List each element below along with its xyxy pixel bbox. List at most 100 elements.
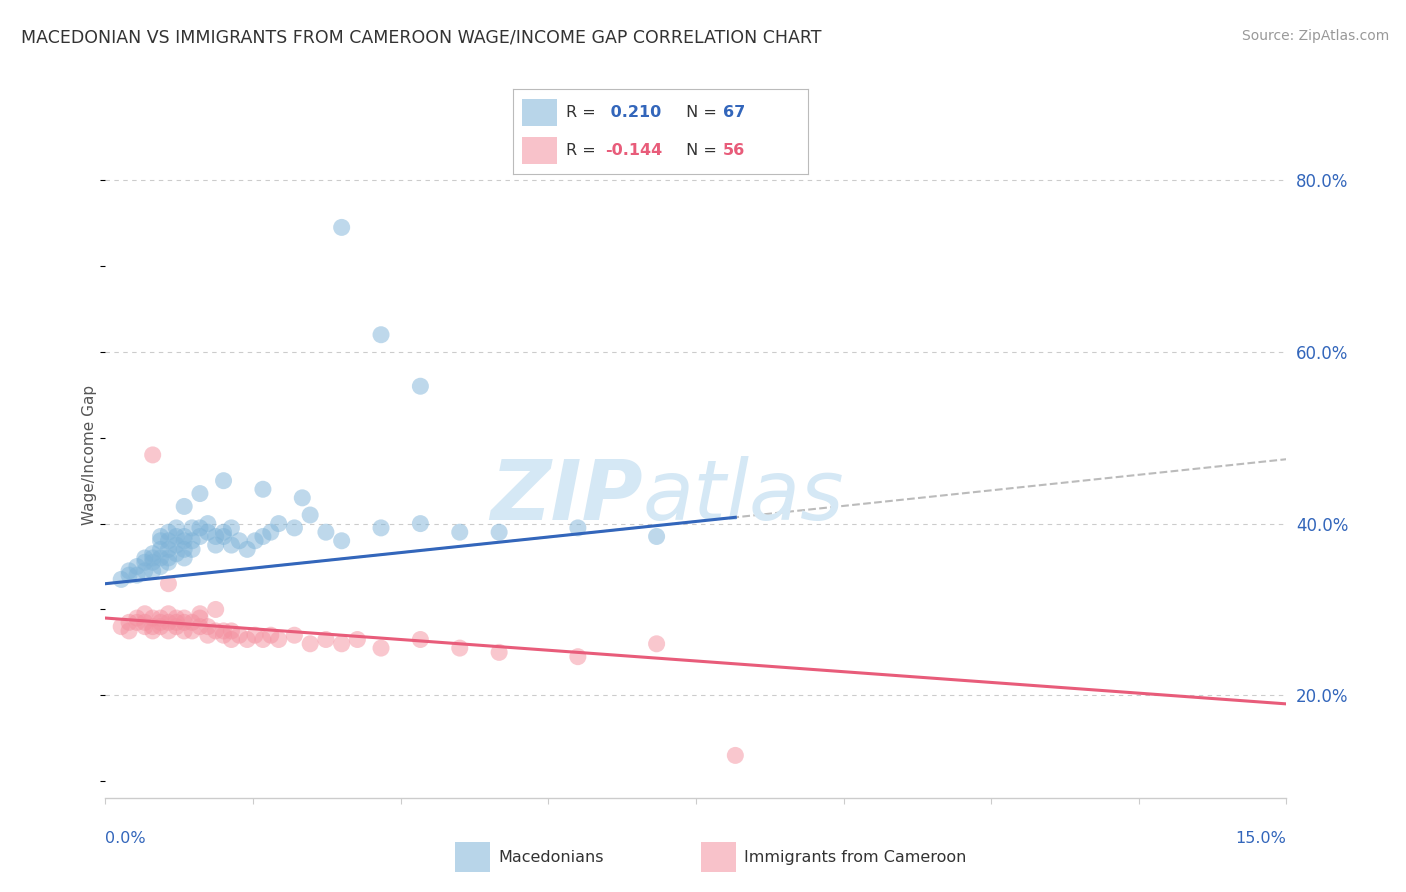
Point (197, 525, 219, 540)
Point (370, 521, 392, 535)
Point (330, 533, 353, 548)
Point (173, 533, 195, 548)
Point (149, 559, 172, 574)
Text: R =: R = (567, 104, 602, 120)
Text: -0.144: -0.144 (605, 143, 662, 158)
Point (110, 573, 132, 587)
Point (330, 220, 353, 235)
Point (110, 619, 132, 633)
Point (221, 632, 243, 647)
Text: ZIP: ZIP (491, 456, 643, 537)
Point (125, 615, 148, 630)
Point (409, 516, 432, 531)
Point (252, 632, 274, 647)
Point (204, 529, 226, 543)
Point (299, 508, 322, 522)
Point (449, 525, 471, 540)
Point (252, 529, 274, 543)
Point (134, 615, 156, 630)
Point (260, 525, 283, 540)
Point (142, 611, 165, 625)
Bar (456, 842, 491, 872)
Point (236, 542, 259, 557)
Point (134, 619, 156, 633)
Point (165, 615, 187, 630)
Y-axis label: Wage/Income Gap: Wage/Income Gap (82, 384, 97, 525)
Point (409, 379, 432, 393)
Point (188, 521, 211, 535)
Point (134, 564, 156, 578)
Point (142, 619, 165, 633)
Point (165, 619, 187, 633)
Point (188, 529, 211, 543)
Point (165, 529, 187, 543)
Bar (522, 136, 557, 164)
Point (204, 602, 226, 616)
Point (212, 624, 235, 638)
Point (188, 611, 211, 625)
Point (118, 564, 141, 578)
Point (118, 615, 141, 630)
Point (645, 637, 668, 651)
Point (157, 542, 180, 557)
Point (149, 619, 172, 633)
Point (142, 564, 165, 578)
Point (173, 529, 195, 543)
Point (165, 521, 187, 535)
Point (243, 533, 266, 548)
Point (197, 619, 219, 633)
Point (134, 607, 156, 621)
Point (228, 628, 250, 642)
Point (173, 611, 195, 625)
Point (315, 632, 337, 647)
Point (157, 576, 180, 591)
Point (157, 624, 180, 638)
Point (125, 568, 148, 582)
Point (267, 516, 290, 531)
Point (283, 628, 305, 642)
Point (165, 547, 187, 561)
Point (149, 542, 172, 557)
Point (157, 555, 180, 569)
Point (260, 628, 283, 642)
Point (567, 649, 589, 664)
Text: N =: N = (682, 143, 723, 158)
Point (346, 632, 368, 647)
Point (125, 559, 148, 574)
Point (315, 525, 337, 540)
Point (149, 533, 172, 548)
Text: MACEDONIAN VS IMMIGRANTS FROM CAMEROON WAGE/INCOME GAP CORRELATION CHART: MACEDONIAN VS IMMIGRANTS FROM CAMEROON W… (21, 29, 821, 46)
Point (149, 611, 172, 625)
Text: Macedonians: Macedonians (498, 850, 603, 864)
Point (173, 542, 195, 557)
Point (142, 550, 165, 566)
Text: 56: 56 (723, 143, 745, 158)
Point (449, 641, 471, 656)
Point (370, 641, 392, 656)
Point (212, 628, 235, 642)
Point (197, 628, 219, 642)
Point (142, 448, 165, 462)
Point (488, 525, 510, 540)
Point (125, 611, 148, 625)
Point (157, 615, 180, 630)
Point (212, 525, 235, 540)
Point (221, 624, 243, 638)
Point (252, 482, 274, 496)
Point (409, 632, 432, 647)
Point (645, 529, 668, 543)
Point (173, 550, 195, 566)
Point (370, 327, 392, 342)
Point (291, 491, 314, 505)
Point (173, 500, 195, 514)
Point (212, 474, 235, 488)
Text: N =: N = (682, 104, 723, 120)
Point (221, 538, 243, 552)
Text: 15.0%: 15.0% (1236, 831, 1286, 847)
Point (142, 624, 165, 638)
Point (149, 615, 172, 630)
Point (724, 748, 747, 763)
Point (267, 632, 290, 647)
Point (204, 624, 226, 638)
Point (212, 529, 235, 543)
